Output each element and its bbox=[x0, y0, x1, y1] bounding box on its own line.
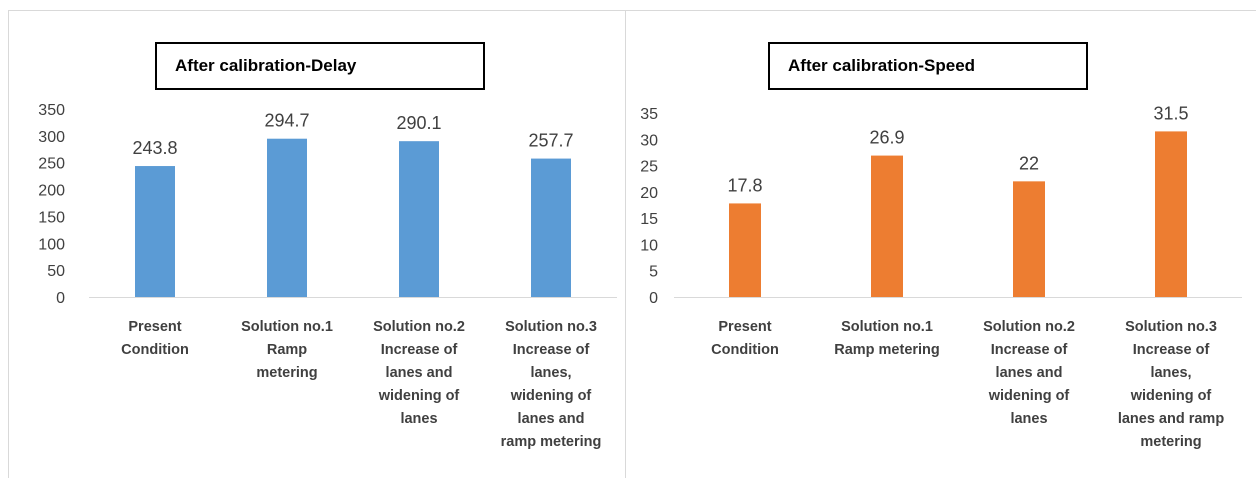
category-label: Solution no.3 Increase of lanes, widening o… bbox=[1118, 319, 1225, 450]
category-label-line: Condition bbox=[121, 342, 189, 358]
category-label-line: metering bbox=[256, 365, 317, 381]
category-label-line: lanes and bbox=[386, 365, 453, 381]
bar bbox=[267, 138, 307, 297]
category-label: Solution no.1 Ramp metering bbox=[834, 319, 940, 358]
delay-chart-title: After calibration-Delay bbox=[155, 42, 485, 90]
category-label-line: lanes and ramp bbox=[1118, 411, 1225, 427]
category-label: Solution no.3 Increase of lanes, widening o… bbox=[501, 319, 602, 450]
category-label-line: lanes bbox=[400, 411, 437, 427]
y-tick-label: 100 bbox=[38, 236, 65, 253]
bar bbox=[729, 203, 761, 297]
y-tick-label: 300 bbox=[38, 129, 65, 146]
category-label-line: lanes bbox=[1010, 411, 1047, 427]
category-label-line: Solution no.1 bbox=[841, 319, 933, 335]
y-tick-label: 25 bbox=[640, 159, 658, 176]
category-label-line: Increase of bbox=[1133, 342, 1210, 358]
data-label: 290.1 bbox=[396, 113, 441, 133]
category-label-line: Present bbox=[718, 319, 771, 335]
category-label-line: Solution no.3 bbox=[1125, 319, 1217, 335]
speed-chart-panel: After calibration-Speed 0 5 10 15 20 25 30 35 17… bbox=[626, 10, 1256, 478]
y-tick-label: 10 bbox=[640, 237, 658, 254]
y-tick-label: 20 bbox=[640, 185, 658, 202]
y-tick-label: 50 bbox=[47, 263, 65, 280]
category-label: Solution no.1 Ramp metering bbox=[241, 319, 333, 381]
category-label-line: ramp metering bbox=[501, 434, 602, 450]
bar bbox=[399, 141, 439, 297]
category-label-line: widening of bbox=[988, 388, 1070, 404]
speed-chart: 0 5 10 15 20 25 30 35 17.8 Present Condition 26.9 So… bbox=[640, 103, 1242, 450]
category-label-line: Ramp metering bbox=[834, 342, 940, 358]
category-label: Present Condition bbox=[711, 319, 779, 358]
category-label-line: Ramp bbox=[267, 342, 307, 358]
y-tick-label: 5 bbox=[649, 264, 658, 281]
bar bbox=[135, 166, 175, 297]
y-tick-label: 350 bbox=[38, 102, 65, 119]
category-label-line: Solution no.3 bbox=[505, 319, 597, 335]
bar bbox=[531, 158, 571, 297]
data-label: 257.7 bbox=[528, 131, 573, 151]
bar bbox=[1013, 181, 1045, 297]
y-tick-label: 250 bbox=[38, 156, 65, 173]
bar bbox=[871, 155, 903, 297]
category-label-line: Present bbox=[128, 319, 181, 335]
speed-chart-title: After calibration-Speed bbox=[768, 42, 1088, 90]
data-label: 294.7 bbox=[264, 111, 309, 131]
category-label-line: widening of bbox=[1130, 388, 1212, 404]
y-tick-label: 15 bbox=[640, 211, 658, 228]
category-label-line: Increase of bbox=[381, 342, 458, 358]
y-tick-label: 150 bbox=[38, 209, 65, 226]
category-label-line: lanes, bbox=[1150, 365, 1191, 381]
category-label: Present Condition bbox=[121, 319, 189, 358]
category-label-line: Solution no.1 bbox=[241, 319, 333, 335]
data-label: 243.8 bbox=[132, 138, 177, 158]
category-label-line: Increase of bbox=[513, 342, 590, 358]
delay-chart-panel: After calibration-Delay 0 50 100 150 200 250 3… bbox=[8, 10, 626, 478]
y-tick-label: 35 bbox=[640, 106, 658, 123]
category-label-line: lanes and bbox=[518, 411, 585, 427]
y-tick-label: 0 bbox=[649, 290, 658, 307]
category-label-line: Solution no.2 bbox=[983, 319, 1075, 335]
category-label-line: widening of bbox=[510, 388, 592, 404]
bar bbox=[1155, 131, 1187, 297]
category-label-line: Solution no.2 bbox=[373, 319, 465, 335]
category-label-line: metering bbox=[1140, 434, 1201, 450]
y-tick-label: 30 bbox=[640, 132, 658, 149]
data-label: 31.5 bbox=[1153, 103, 1188, 123]
y-tick-label: 0 bbox=[56, 290, 65, 307]
y-tick-label: 200 bbox=[38, 183, 65, 200]
category-label-line: Condition bbox=[711, 342, 779, 358]
category-label: Solution no.2 Increase of lanes and widenin… bbox=[983, 319, 1075, 427]
category-label-line: widening of bbox=[378, 388, 460, 404]
data-label: 26.9 bbox=[869, 128, 904, 148]
category-label-line: lanes and bbox=[996, 365, 1063, 381]
category-label-line: lanes, bbox=[530, 365, 571, 381]
category-label: Solution no.2 Increase of lanes and widenin… bbox=[373, 319, 465, 427]
data-label: 22 bbox=[1019, 153, 1039, 173]
category-label-line: Increase of bbox=[991, 342, 1068, 358]
delay-chart: 0 50 100 150 200 250 300 350 243.8 Present Conditi… bbox=[38, 102, 617, 450]
data-label: 17.8 bbox=[727, 175, 762, 195]
